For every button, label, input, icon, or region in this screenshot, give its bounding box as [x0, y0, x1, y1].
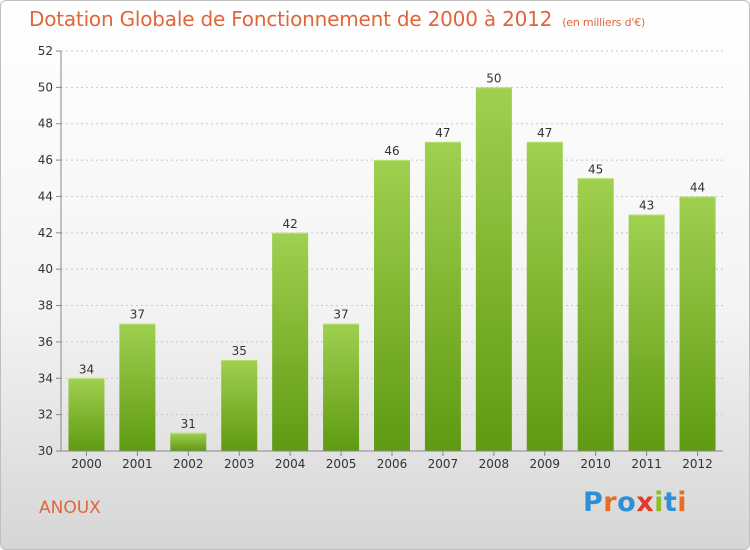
- bar-value-label: 31: [181, 417, 196, 431]
- chart-subtitle: (en milliers d'€): [562, 16, 646, 29]
- y-tick-label: 48: [38, 117, 53, 131]
- bar-value-label: 47: [435, 126, 450, 140]
- bar: [68, 378, 105, 451]
- x-tick-label: 2006: [377, 457, 408, 471]
- y-tick-label: 46: [38, 153, 53, 167]
- y-tick-label: 42: [38, 226, 53, 240]
- commune-name: ANOUX: [39, 498, 101, 518]
- proxiti-logo[interactable]: Proxiti: [583, 487, 687, 518]
- bar-value-label: 34: [79, 362, 94, 376]
- y-tick-label: 36: [38, 335, 53, 349]
- y-tick-label: 32: [38, 408, 53, 422]
- logo-letter: P: [583, 487, 604, 518]
- y-tick-label: 40: [38, 262, 53, 276]
- x-tick-label: 2012: [682, 457, 713, 471]
- bar-value-label: 37: [333, 308, 348, 322]
- bar: [526, 141, 563, 451]
- labels-layer: 34 2000 37 2001 31 2002 35 2003 42 2004 37 2005 46 20…: [71, 71, 713, 471]
- bar-value-label: 46: [384, 144, 399, 158]
- x-tick-label: 2007: [428, 457, 459, 471]
- y-tick-label: 38: [38, 299, 53, 313]
- bar: [221, 360, 258, 451]
- y-tick-label: 52: [38, 44, 53, 58]
- x-tick-label: 2001: [122, 457, 153, 471]
- bar-value-label: 42: [283, 217, 298, 231]
- bar-value-label: 45: [588, 162, 603, 176]
- bar: [272, 232, 309, 451]
- bar-value-label: 43: [639, 199, 654, 213]
- bar: [323, 323, 360, 451]
- y-tick-label: 30: [38, 444, 53, 458]
- bar: [424, 141, 461, 451]
- axis-layer: 30 32 34 36 38 40 42 44 46 48 50 52: [38, 44, 723, 458]
- y-tick-label: 34: [38, 371, 53, 385]
- bar: [119, 323, 156, 451]
- bars-layer: [68, 87, 716, 452]
- bar: [577, 178, 614, 452]
- bar: [679, 196, 716, 451]
- bar: [628, 214, 665, 451]
- x-tick-label: 2003: [224, 457, 255, 471]
- y-tick-label: 44: [38, 189, 53, 203]
- x-tick-label: 2002: [173, 457, 204, 471]
- chart-title: Dotation Globale de Fonctionnement de 20…: [29, 7, 645, 31]
- y-tick-label: 50: [38, 80, 53, 94]
- bar-value-label: 50: [486, 71, 501, 85]
- x-tick-label: 2011: [631, 457, 662, 471]
- bar: [374, 160, 410, 451]
- bar: [475, 87, 512, 451]
- title-text: Dotation Globale de Fonctionnement de 20…: [29, 7, 553, 31]
- x-tick-label: 2005: [326, 457, 357, 471]
- logo-letter: x: [636, 487, 655, 518]
- logo-letter: o: [617, 487, 637, 518]
- logo-letter: r: [603, 487, 618, 518]
- logo-letter: i: [654, 487, 664, 518]
- logo-letter: t: [663, 487, 678, 518]
- logo-letter: i: [677, 487, 688, 518]
- x-tick-label: 2000: [71, 457, 102, 471]
- bar-value-label: 44: [690, 180, 705, 194]
- bar-value-label: 37: [130, 308, 145, 322]
- bar: [170, 432, 207, 451]
- x-tick-label: 2004: [275, 457, 306, 471]
- bar-value-label: 35: [232, 344, 247, 358]
- x-tick-label: 2009: [529, 457, 560, 471]
- x-tick-label: 2010: [580, 457, 611, 471]
- bar-value-label: 47: [537, 126, 552, 140]
- x-tick-label: 2008: [479, 457, 510, 471]
